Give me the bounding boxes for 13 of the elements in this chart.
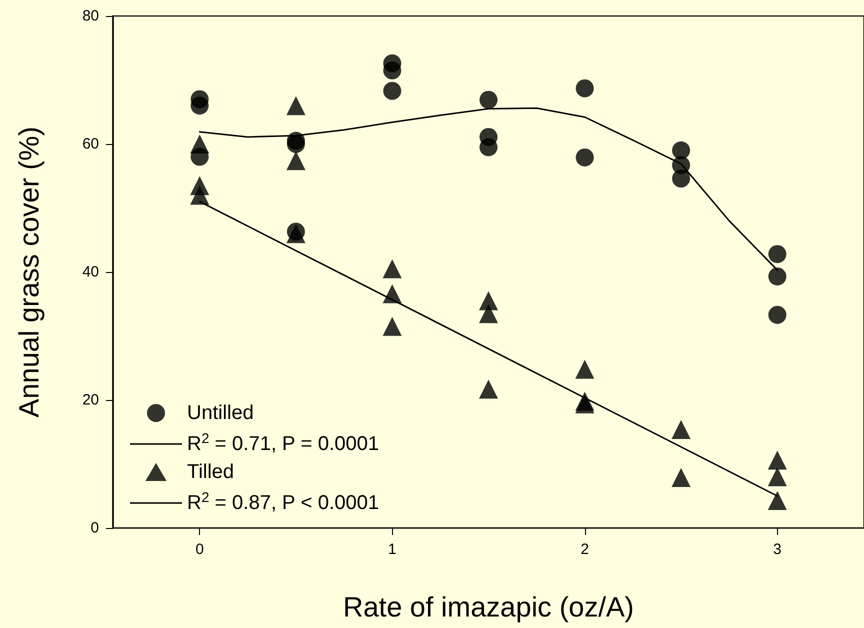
legend-label: Tilled bbox=[187, 461, 234, 483]
y-tick-label: 80 bbox=[82, 8, 99, 24]
y-tick-label: 0 bbox=[90, 520, 99, 536]
legend-label: Untilled bbox=[187, 402, 254, 424]
x-tick-label: 2 bbox=[580, 541, 589, 558]
y-axis-title: Annual grass cover (%) bbox=[14, 126, 44, 418]
y-tick-label: 60 bbox=[82, 136, 99, 152]
x-axis-title: Rate of imazapic (oz/A) bbox=[343, 592, 634, 622]
x-tick-label: 3 bbox=[773, 541, 782, 558]
x-tick-label: 0 bbox=[195, 541, 204, 558]
y-tick-label: 40 bbox=[82, 264, 99, 280]
y-tick-label: 20 bbox=[82, 392, 99, 408]
x-tick-label: 1 bbox=[388, 541, 396, 558]
